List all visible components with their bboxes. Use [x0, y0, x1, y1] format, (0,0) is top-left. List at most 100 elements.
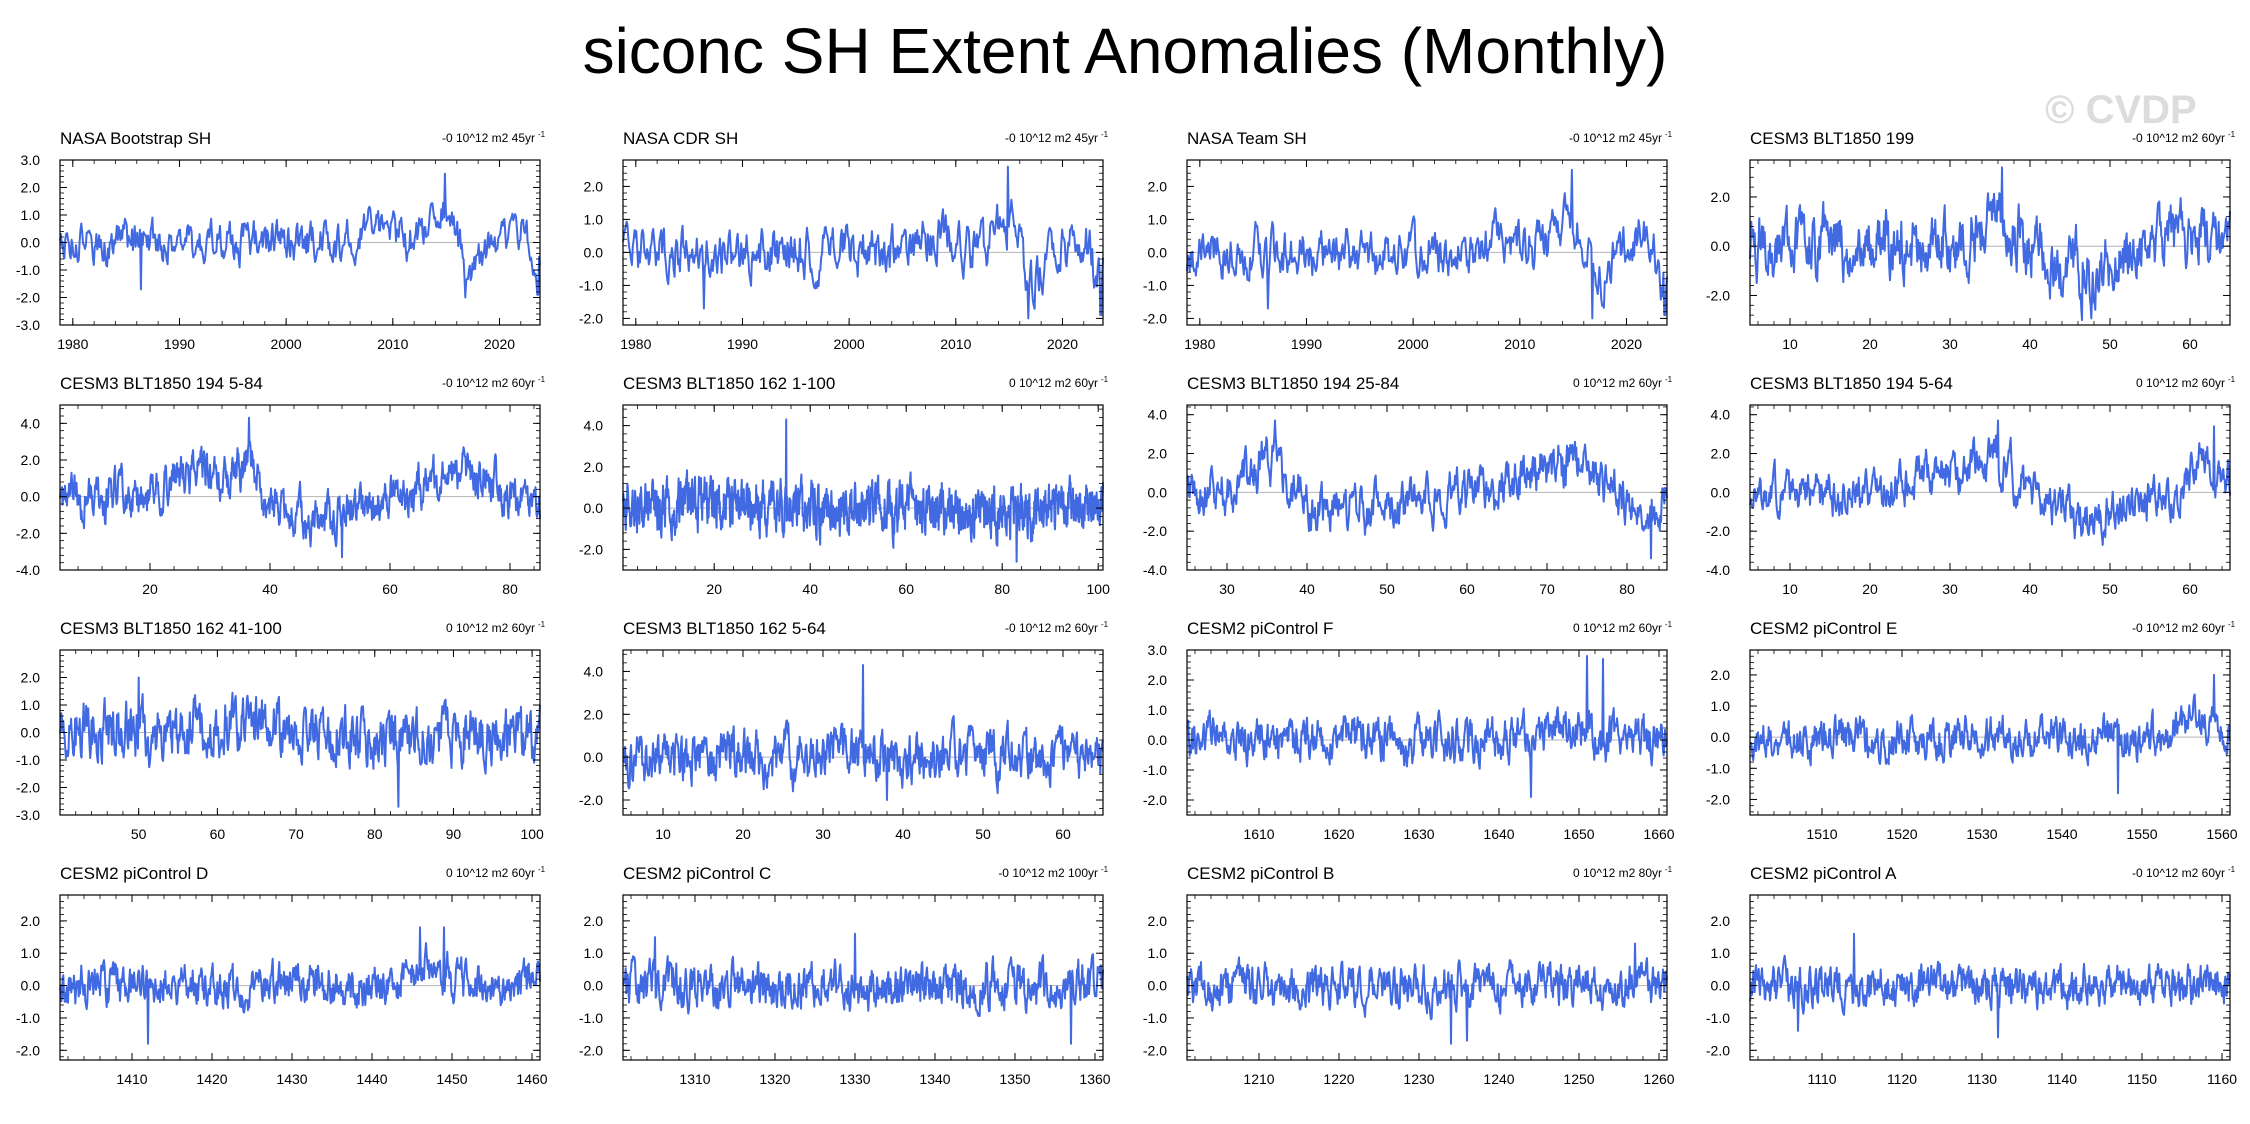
- x-tick-label: 1990: [1291, 336, 1322, 352]
- x-tick-label: 50: [2102, 336, 2118, 352]
- y-tick-label: -1.0: [1143, 762, 1167, 778]
- x-tick-label: 1260: [1643, 1071, 1674, 1087]
- y-tick-label: -1.0: [1706, 1010, 1730, 1026]
- y-tick-label: 2.0: [1148, 446, 1168, 462]
- x-tick-label: 70: [288, 826, 304, 842]
- x-tick-label: 30: [1942, 336, 1958, 352]
- y-tick-label: -2.0: [1706, 287, 1730, 303]
- trend-label: 0 10^12 m2 80yr: [1573, 866, 1662, 880]
- x-tick-label: 2020: [1611, 336, 1642, 352]
- chart-title: CESM3 BLT1850 199: [1750, 129, 1914, 148]
- x-tick-label: 50: [1379, 581, 1395, 597]
- y-tick-label: 2.0: [584, 459, 604, 475]
- plot-frame: [59, 404, 541, 571]
- series-line: [1186, 655, 1668, 798]
- x-tick-label: 1420: [196, 1071, 227, 1087]
- y-tick-label: -1.0: [1706, 760, 1730, 776]
- series-line: [1186, 942, 1668, 1045]
- x-tick-label: 20: [142, 581, 158, 597]
- x-tick-label: 80: [502, 581, 518, 597]
- trend-superscript: -1: [538, 375, 546, 384]
- x-tick-label: 30: [1219, 581, 1235, 597]
- y-tick-label: 0.0: [1711, 729, 1731, 745]
- chart-panel: NASA Team SH -0 10^12 m2 45yr -1 -2.0 -1.0 0.…: [1143, 129, 1673, 352]
- chart-title: NASA CDR SH: [623, 129, 738, 148]
- x-tick-label: 40: [2022, 336, 2038, 352]
- trend-superscript: -1: [538, 620, 546, 629]
- series-line: [1186, 419, 1668, 560]
- x-tick-label: 50: [2102, 581, 2118, 597]
- plot-frame: [622, 649, 1104, 816]
- chart-title: CESM3 BLT1850 194 5-84: [60, 374, 263, 393]
- x-tick-label: 1980: [57, 336, 88, 352]
- y-tick-label: 1.0: [584, 945, 604, 961]
- x-tick-label: 1110: [1807, 1071, 1836, 1087]
- x-tick-label: 40: [262, 581, 278, 597]
- x-tick-label: 2000: [271, 336, 302, 352]
- series-line: [1749, 166, 2231, 322]
- x-tick-label: 2000: [834, 336, 865, 352]
- series-line: [622, 418, 1104, 563]
- series-line: [622, 932, 1104, 1045]
- y-tick-label: 4.0: [584, 663, 604, 679]
- y-tick-label: 1.0: [21, 207, 41, 223]
- trend-label: -0 10^12 m2 60yr: [1005, 621, 1098, 635]
- x-tick-label: 2010: [377, 336, 408, 352]
- y-tick-label: -2.0: [16, 780, 40, 796]
- x-tick-label: 1980: [620, 336, 651, 352]
- y-tick-label: -2.0: [16, 525, 40, 541]
- x-tick-label: 1350: [999, 1071, 1030, 1087]
- x-tick-label: 60: [210, 826, 226, 842]
- y-tick-label: -2.0: [1143, 792, 1167, 808]
- y-tick-label: 0.0: [584, 749, 604, 765]
- x-tick-label: 1150: [2127, 1071, 2157, 1087]
- plot-frame: [1749, 404, 2231, 571]
- series-line: [1749, 419, 2231, 546]
- y-tick-label: -1.0: [16, 1010, 40, 1026]
- x-tick-label: 80: [994, 581, 1010, 597]
- series-line: [622, 664, 1104, 801]
- x-tick-label: 100: [520, 826, 544, 842]
- y-tick-label: 2.0: [1711, 189, 1731, 205]
- chart-panel: CESM3 BLT1850 194 5-64 0 10^12 m2 60yr -1 -…: [1706, 374, 2236, 597]
- y-tick-label: -4.0: [1706, 562, 1730, 578]
- y-tick-label: 2.0: [584, 178, 604, 194]
- trend-label: -0 10^12 m2 60yr: [2132, 131, 2225, 145]
- x-tick-label: 60: [382, 581, 398, 597]
- series-line: [1749, 673, 2231, 795]
- x-tick-label: 80: [1619, 581, 1635, 597]
- plot-frame: [1186, 159, 1668, 326]
- x-tick-label: 1460: [516, 1071, 547, 1087]
- trend-label: -0 10^12 m2 45yr: [442, 131, 535, 145]
- chart-title: CESM2 piControl E: [1750, 619, 1897, 638]
- y-tick-label: -2.0: [16, 290, 40, 306]
- y-tick-label: -1.0: [1143, 1010, 1167, 1026]
- plot-frame: [1749, 159, 2231, 326]
- x-tick-label: 1560: [2206, 826, 2237, 842]
- x-tick-label: 1990: [727, 336, 758, 352]
- y-tick-label: 0.0: [1711, 484, 1731, 500]
- y-tick-label: -1.0: [579, 1010, 603, 1026]
- y-tick-label: 0.0: [1711, 238, 1731, 254]
- x-tick-label: 1620: [1323, 826, 1354, 842]
- x-tick-label: 60: [1459, 581, 1475, 597]
- x-tick-label: 20: [735, 826, 751, 842]
- chart-title: CESM3 BLT1850 162 41-100: [60, 619, 282, 638]
- x-tick-label: 1320: [759, 1071, 790, 1087]
- x-tick-label: 1310: [679, 1071, 710, 1087]
- y-tick-label: 0.0: [21, 489, 41, 505]
- x-tick-label: 20: [706, 581, 722, 597]
- x-tick-label: 1660: [1643, 826, 1674, 842]
- trend-label: -0 10^12 m2 60yr: [2132, 866, 2225, 880]
- chart-panel: CESM3 BLT1850 162 5-64 -0 10^12 m2 60yr -1…: [579, 619, 1109, 842]
- y-tick-label: 1.0: [21, 945, 41, 961]
- chart-panel: CESM3 BLT1850 199 -0 10^12 m2 60yr -1 -2.0 0…: [1706, 129, 2236, 352]
- x-tick-label: 1630: [1403, 826, 1434, 842]
- y-tick-label: -1.0: [1143, 277, 1167, 293]
- chart-panel: CESM2 piControl F 0 10^12 m2 60yr -1 -2.0 -1…: [1143, 619, 1675, 842]
- x-tick-label: 40: [802, 581, 818, 597]
- x-tick-label: 40: [1299, 581, 1315, 597]
- x-tick-label: 1990: [164, 336, 195, 352]
- x-tick-label: 1230: [1403, 1071, 1434, 1087]
- chart-panel: CESM2 piControl A -0 10^12 m2 60yr -1 -2.0 -…: [1706, 864, 2237, 1087]
